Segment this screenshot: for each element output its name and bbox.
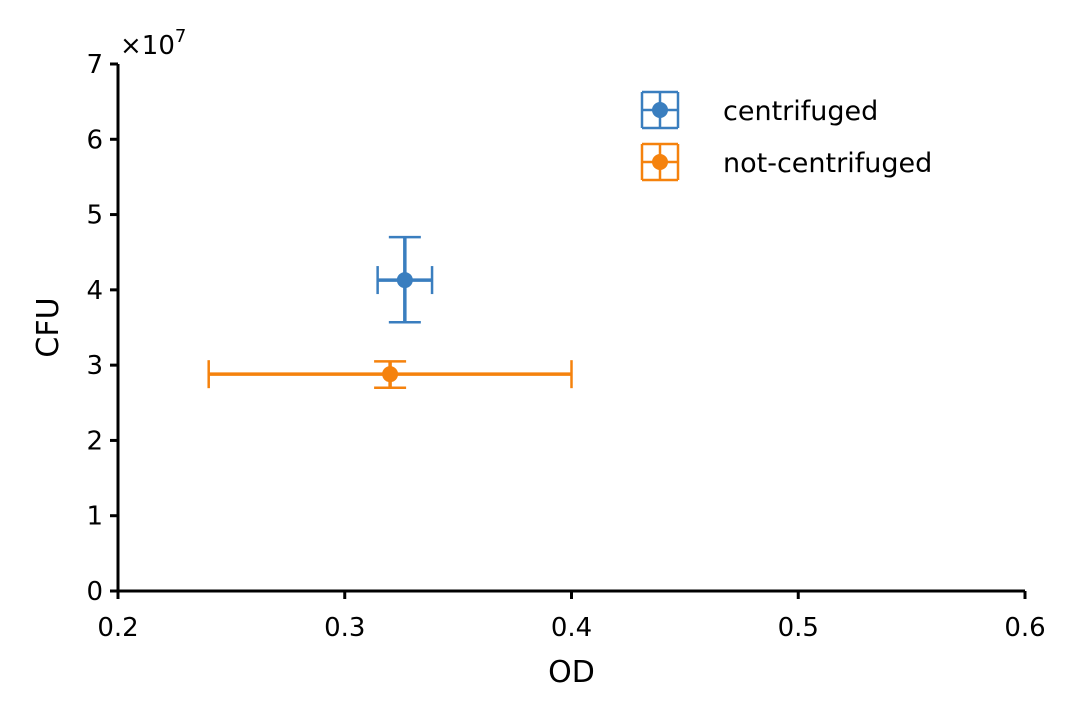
x-tick-label: 0.3: [324, 613, 365, 643]
legend: centrifuged not-centrifuged: [640, 90, 932, 182]
y-tick-label: 3: [86, 351, 103, 381]
y-tick-label: 4: [86, 276, 103, 306]
x-tick-label: 0.2: [97, 613, 138, 643]
legend-item-centrifuged: centrifuged: [640, 90, 878, 130]
legend-marker: [652, 102, 668, 118]
x-axis-label: OD: [548, 655, 595, 690]
x-tick-label: 0.4: [551, 613, 592, 643]
y-tick-label: 2: [86, 426, 103, 456]
data-point: [396, 272, 413, 289]
series-centrifuged: [376, 235, 434, 324]
ticks: 0.2 0.3 0.4 0.5 0.6 0 1 2 3 4 5 6 7: [86, 50, 1045, 643]
y-tick-label: 6: [86, 125, 103, 155]
axes: [116, 64, 1025, 593]
y-axis-multiplier: ×107: [120, 26, 186, 61]
y-tick-label: 1: [86, 502, 103, 532]
x-tick-label: 0.5: [778, 613, 819, 643]
x-tick-label: 0.6: [1004, 613, 1045, 643]
series-not-centrifuged: [207, 360, 573, 389]
data-point: [382, 366, 399, 383]
legend-label: not-centrifuged: [723, 148, 932, 179]
legend-label: centrifuged: [723, 96, 878, 127]
series: [207, 235, 573, 389]
legend-marker: [652, 154, 668, 170]
y-tick-label: 0: [86, 577, 103, 607]
y-tick-label: 5: [86, 201, 103, 231]
y-tick-label: 7: [86, 50, 103, 80]
y-axis-label: CFU: [31, 297, 66, 357]
legend-item-not-centrifuged: not-centrifuged: [640, 142, 932, 182]
